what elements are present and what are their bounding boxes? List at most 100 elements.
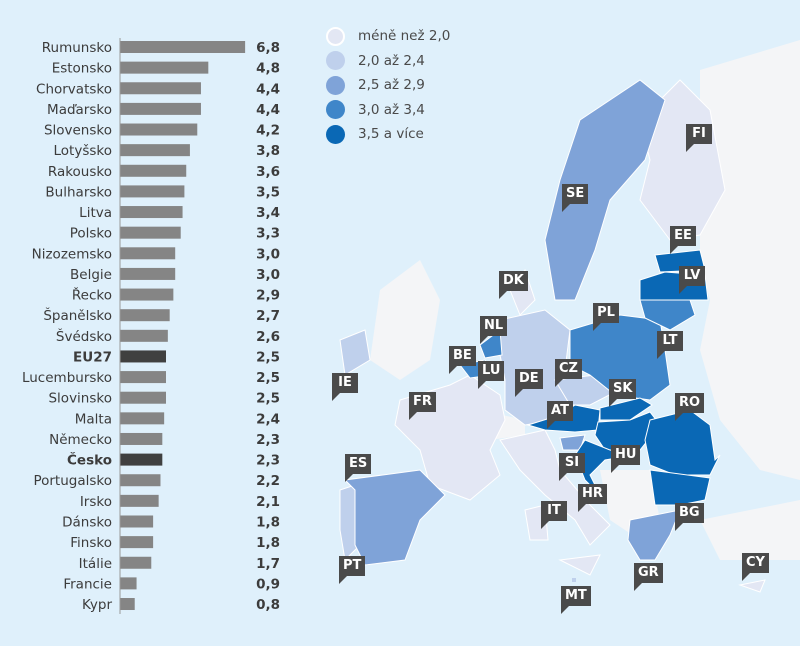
bar [120, 309, 170, 322]
bar [120, 329, 168, 342]
bar [120, 412, 165, 425]
legend-swatch [326, 124, 345, 144]
bar [120, 41, 246, 53]
value-label: 3,3 [256, 226, 280, 242]
value-label: 3,6 [256, 164, 280, 180]
category-label: Nizozemsko [32, 246, 112, 262]
bar [120, 206, 183, 219]
category-label: Dánsko [62, 514, 112, 530]
value-label: 3,5 [256, 184, 280, 200]
value-label: 1,8 [256, 514, 280, 530]
map-label-de: DE [515, 369, 543, 397]
map-label-lt: LT [657, 331, 683, 359]
value-label: 2,7 [256, 308, 280, 324]
bar [120, 185, 185, 198]
category-label: Bulharsko [45, 184, 112, 200]
map-label-lu: LU [478, 361, 505, 389]
bar [120, 288, 174, 301]
europe-map [339, 40, 800, 593]
bar [120, 226, 181, 239]
value-label: 2,2 [256, 473, 280, 489]
value-label: 0,9 [256, 576, 280, 592]
legend-swatch [326, 51, 345, 71]
legend-item: 3,0 až 3,4 [326, 98, 450, 123]
category-label: Litva [79, 205, 112, 221]
value-label: 0,8 [256, 597, 280, 613]
bar [120, 123, 198, 136]
value-label: 4,4 [256, 102, 280, 118]
country-BG [649, 469, 711, 506]
category-label: Německo [49, 432, 112, 448]
category-label: EU27 [73, 349, 112, 365]
value-label: 2,5 [256, 349, 280, 365]
category-label: Slovensko [44, 123, 112, 139]
category-label: Rumunsko [42, 40, 112, 56]
value-label: 2,1 [256, 494, 280, 510]
category-label: Malta [75, 411, 112, 427]
bar-chart: Rumunsko 6,8 Estonsko 4,8 Chorvatsko 4,4 Maďar… [22, 38, 280, 614]
map-label-fi: FI [686, 124, 712, 152]
bar [120, 391, 166, 404]
map-label-nl: NL [480, 316, 508, 344]
category-label: Portugalsko [33, 473, 112, 489]
value-label: 2,9 [256, 288, 280, 304]
country-ES [343, 469, 446, 566]
map-label-cy: CY [742, 553, 769, 581]
map-label-hr: HR [578, 484, 607, 512]
category-label: Estonsko [52, 61, 112, 77]
map-label-ee: EE [670, 226, 696, 254]
bar [120, 61, 209, 74]
value-label: 4,2 [256, 123, 280, 139]
bar [120, 474, 161, 487]
map-label-be: BE [449, 346, 476, 374]
bar [120, 432, 163, 445]
map-label-dk: DK [499, 271, 528, 299]
bar [120, 515, 154, 528]
bar [120, 102, 201, 115]
value-label: 4,8 [256, 61, 280, 77]
category-label: Belgie [70, 267, 112, 283]
country-FI [639, 79, 726, 241]
map-label-pt: PT [339, 556, 366, 584]
bar [120, 247, 176, 260]
map-label-pl: PL [593, 303, 619, 331]
bar [120, 267, 176, 280]
country-CY [738, 579, 766, 593]
legend-swatch [326, 75, 345, 95]
map-label-si: SI [559, 453, 585, 481]
bar [120, 82, 201, 95]
bar [120, 144, 190, 157]
bar [120, 371, 166, 384]
legend-label: 2,5 až 2,9 [358, 77, 425, 94]
country-SK [599, 397, 653, 421]
value-label: 1,7 [256, 556, 280, 572]
map-label-se: SE [562, 184, 589, 212]
category-label: Maďarsko [47, 102, 112, 118]
map-label-ro: RO [675, 393, 705, 421]
legend-swatch [326, 100, 345, 120]
map-label-lv: LV [679, 266, 705, 294]
legend-label: 2,0 až 2,4 [358, 52, 425, 69]
value-label: 3,0 [256, 246, 280, 262]
map-label-mt: MT [561, 586, 591, 614]
category-label: Chorvatsko [36, 81, 112, 97]
map-label-es: ES [345, 454, 372, 482]
map-label-fr: FR [409, 392, 436, 420]
value-label: 1,8 [256, 535, 280, 551]
value-label: 2,4 [256, 411, 280, 427]
non-eu-land [370, 40, 800, 560]
category-label: Česko [67, 451, 112, 469]
value-label: 2,3 [256, 453, 280, 469]
map-label-it: IT [541, 501, 567, 529]
bar [120, 556, 152, 569]
category-label: Švédsko [56, 327, 112, 345]
category-label: Španělsko [43, 306, 112, 324]
bar [120, 536, 154, 549]
map-label-bg: BG [675, 503, 704, 531]
value-label: 2,5 [256, 391, 280, 407]
value-label: 2,5 [256, 370, 280, 386]
category-label: Lucembursko [22, 370, 112, 386]
legend-swatch [326, 26, 345, 46]
bar [120, 577, 137, 590]
country-IE [339, 329, 371, 376]
